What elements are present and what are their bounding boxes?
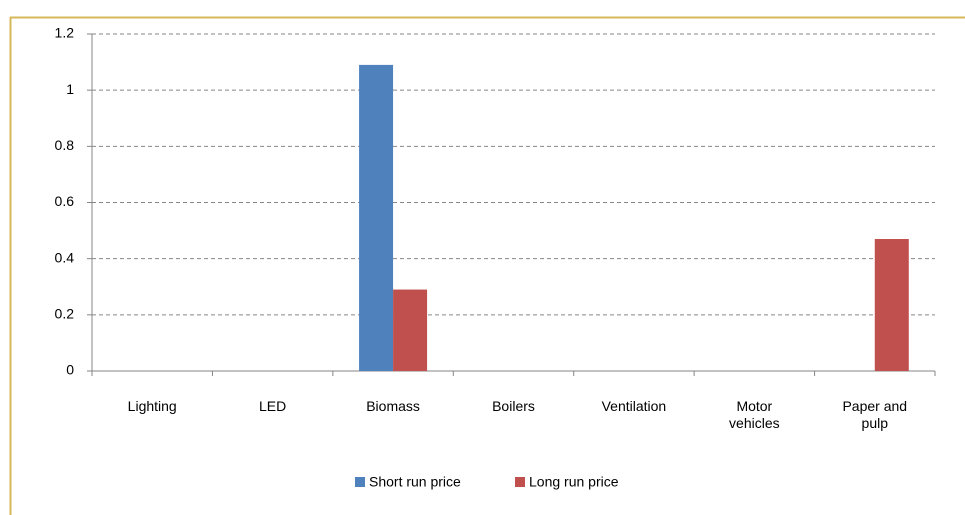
x-tick-label: Motor vehicles (729, 398, 780, 431)
y-tick-label: 1 (66, 81, 74, 97)
legend-swatch (355, 477, 365, 487)
y-tick-label: 0.6 (55, 193, 75, 209)
legend-label: Long run price (529, 474, 619, 490)
y-tick-label: 0.2 (55, 306, 75, 322)
x-tick-label: Ventilation (601, 398, 667, 414)
x-tick-label: Boilers (492, 398, 535, 414)
x-tick-label: LED (259, 398, 287, 414)
bar (874, 239, 909, 371)
legend-label: Short run price (369, 474, 461, 490)
x-tick-label: Paper and pulp (842, 398, 908, 431)
bar (393, 289, 428, 371)
y-tick-label: 0.8 (55, 137, 75, 153)
y-tick-label: 1.2 (55, 25, 75, 41)
x-tick-label: Lighting (127, 398, 177, 414)
bar (359, 64, 394, 372)
legend-swatch (515, 477, 525, 487)
x-tick-label: Biomass (366, 398, 420, 414)
y-tick-label: 0 (66, 362, 74, 378)
y-tick-label: 0.4 (55, 249, 75, 265)
